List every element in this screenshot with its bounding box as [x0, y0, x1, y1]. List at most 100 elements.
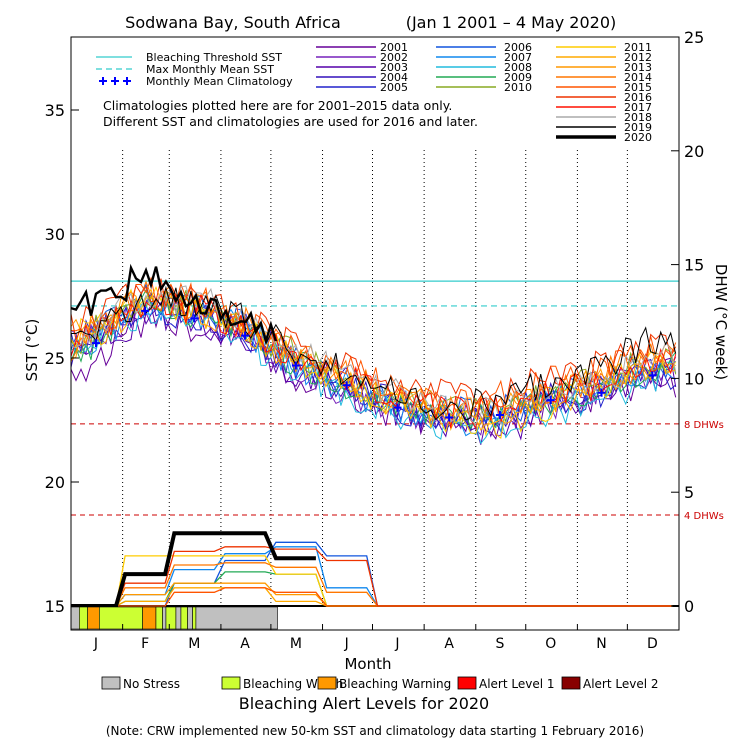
- sst-line-2020: [70, 263, 278, 346]
- legend-year-label: 2005: [380, 81, 408, 94]
- alert-bar-segment: [155, 606, 163, 630]
- legend-year-label: 2009: [504, 71, 532, 84]
- legend-year-label: 2015: [624, 81, 652, 94]
- legend-year-label: 2004: [380, 71, 408, 84]
- legend-year-label: 2017: [624, 101, 652, 114]
- legend-year-label: 2013: [624, 61, 652, 74]
- dhw-line-2020: [71, 531, 316, 608]
- alert-bar-segment: [187, 606, 193, 630]
- legend-year-label: 2001: [380, 41, 408, 54]
- climatology-point: [342, 381, 351, 390]
- alert-legend-label: Bleaching Warning: [339, 677, 451, 691]
- left-tick-label: 25: [45, 349, 65, 368]
- climatology-point: [393, 403, 402, 412]
- alert-level-bar: [70, 606, 278, 630]
- legend-year-label: 2008: [504, 61, 532, 74]
- climatology-point: [648, 371, 657, 380]
- sst-line-2016: [70, 278, 677, 408]
- right-tick-label: 25: [684, 28, 704, 47]
- month-tick-label: D: [647, 636, 658, 652]
- left-tick-label: 20: [45, 473, 65, 492]
- legend-year-label: 2020: [624, 131, 652, 144]
- note-line-1: Climatologies plotted here are for 2001–…: [103, 98, 452, 113]
- legend-label: Bleaching Threshold SST: [146, 51, 282, 64]
- alert-bar-segment: [180, 606, 188, 630]
- sst-line-2019: [71, 285, 677, 421]
- month-tick-label: M: [188, 636, 200, 652]
- sst-line-2008: [70, 302, 677, 445]
- climatology-point: [190, 314, 199, 323]
- legend-year-label: 2014: [624, 71, 652, 84]
- month-tick-label: J: [394, 636, 399, 652]
- x-axis-label: Month: [344, 655, 391, 673]
- alert-bar-segment: [70, 606, 80, 630]
- legend-year-label: 2010: [504, 81, 532, 94]
- month-tick-label: O: [545, 636, 556, 652]
- alert-bar-segment: [87, 606, 100, 630]
- sst-line-2010: [70, 289, 677, 427]
- alert-bar-segment: [192, 606, 197, 630]
- alert-bar-segment: [165, 606, 177, 630]
- legend-swatch: [111, 77, 119, 85]
- dhw-reference-label: 4 DHWs: [684, 511, 724, 522]
- sst-series: [70, 263, 677, 445]
- legend-label: Monthly Mean Climatology: [146, 75, 293, 88]
- dhw-line-2016: [71, 546, 673, 607]
- climatology-point: [495, 411, 504, 420]
- alert-legend-swatch: [317, 676, 337, 690]
- legend-year-label: 2007: [504, 51, 532, 64]
- climatology-point: [597, 388, 606, 397]
- month-tick-label: J: [93, 636, 98, 652]
- climatology-point: [91, 339, 100, 348]
- alert-bar-segment: [99, 606, 143, 630]
- alert-bar-segment: [142, 606, 157, 630]
- alert-bar-segment: [195, 606, 278, 630]
- alert-bar-segment: [79, 606, 88, 630]
- climatology-point: [291, 361, 300, 370]
- right-tick-label: 10: [684, 369, 704, 388]
- dhw-series: [71, 531, 673, 608]
- legend-label: Max Monthly Mean SST: [146, 63, 274, 76]
- chart-title: Sodwana Bay, South Africa: [125, 13, 341, 32]
- month-tick-label: A: [240, 636, 250, 652]
- left-tick-label: 15: [45, 597, 65, 616]
- legend-year-label: 2011: [624, 41, 652, 54]
- plot-frame: [70, 36, 680, 631]
- right-tick-label: 20: [684, 142, 704, 161]
- footnote: (Note: CRW implemented new 50-km SST and…: [106, 724, 644, 738]
- legend-year-label: 2018: [624, 111, 652, 124]
- legend-swatch: [99, 77, 107, 85]
- month-tick-label: A: [444, 636, 454, 652]
- month-tick-label: J: [344, 636, 349, 652]
- month-tick-label: F: [141, 636, 149, 652]
- legend-year-label: 2012: [624, 51, 652, 64]
- alert-legend-label: No Stress: [123, 677, 180, 691]
- dhw-reference-label: 8 DHWs: [684, 420, 724, 431]
- climatology-markers: [91, 306, 657, 422]
- right-tick-label: 5: [684, 483, 694, 502]
- left-tick-label: 30: [45, 225, 65, 244]
- climatology-point: [445, 413, 454, 422]
- alert-bar-segment: [175, 606, 182, 630]
- climatology-point: [241, 331, 250, 340]
- y-axis-label-right: DHW (°C week): [712, 264, 730, 380]
- legend-year-label: 2006: [504, 41, 532, 54]
- sst-line-2015: [70, 276, 677, 417]
- legend-year-label: 2019: [624, 121, 652, 134]
- month-tick-label: N: [596, 636, 606, 652]
- legend-year-label: 2016: [624, 91, 652, 104]
- left-tick-label: 35: [45, 101, 65, 120]
- alert-legend-label: Alert Level 2: [583, 677, 659, 691]
- axes: 15 20 25 30 35 0 5 10 15 20 25 J F M A M J J A S O N D: [45, 28, 705, 652]
- note-line-2: Different SST and climatologies are used…: [103, 114, 478, 129]
- alert-legend-swatch: [101, 676, 121, 690]
- month-tick-label: M: [290, 636, 302, 652]
- chart-date-range: (Jan 1 2001 – 4 May 2020): [406, 13, 617, 32]
- alert-bar-segment: [162, 606, 167, 630]
- alert-legend-swatch: [457, 676, 477, 690]
- climatology-point: [546, 396, 555, 405]
- month-tick-label: S: [495, 636, 504, 652]
- legend-swatch: [123, 77, 131, 85]
